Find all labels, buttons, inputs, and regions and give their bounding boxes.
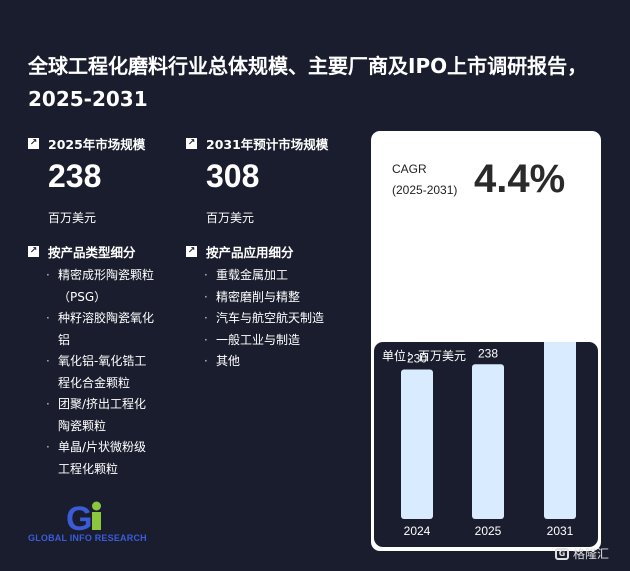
x-tick-label-2031: 2031 — [547, 524, 574, 538]
market-2025-unit: 百万美元 — [48, 211, 97, 225]
arrow-up-right-icon: ↗ — [186, 246, 197, 257]
x-tick-label-2025: 2025 — [475, 524, 502, 538]
logo-mark-g: G — [66, 500, 92, 538]
data-label-2024: 230 — [407, 352, 427, 366]
by-application-list: 重载金属加工 精密磨削与精整 汽车与航空航天制造 一般工业与制造 其他 — [204, 265, 354, 373]
market-2025-label: 2025年市场规模 — [48, 137, 146, 152]
bar-2024 — [401, 369, 433, 519]
by-type-label: 按产品类型细分 — [48, 245, 136, 260]
arrow-up-right-icon: ↗ — [28, 246, 39, 257]
market-2025-header: ↗ 2025年市场规模 — [28, 134, 145, 153]
page-title: 全球工程化磨料行业总体规模、主要厂商及IPO上市调研报告，2025-2031 — [28, 54, 588, 111]
list-item: 一般工业与制造 — [204, 330, 354, 352]
market-2031-unit: 百万美元 — [206, 211, 255, 225]
arrow-up-right-icon: ↗ — [186, 138, 197, 149]
market-2025-value: 238 — [48, 158, 102, 194]
market-2031-label: 2031年预计市场规模 — [206, 137, 329, 152]
list-item: 其他 — [204, 351, 354, 373]
bar-chart: 230202423820253082031 — [401, 342, 576, 538]
gelonghui-badge: G 格隆汇 — [555, 545, 609, 562]
badge-text: 格隆汇 — [573, 547, 610, 561]
x-tick-label-2024: 2024 — [404, 524, 431, 538]
list-item: 汽车与航空航天制造 — [204, 308, 354, 330]
logo-text: GLOBAL INFO RESEARCH — [28, 533, 147, 543]
list-item: 单晶/片状微粉级工程化颗粒 — [46, 437, 158, 480]
global-info-research-logo: G — [66, 500, 101, 538]
bar-2025 — [472, 364, 504, 519]
data-label-2025: 238 — [478, 346, 498, 360]
by-type-header: ↗ 按产品类型细分 — [28, 242, 136, 261]
list-item: 种籽溶胶陶瓷氧化铝 — [46, 308, 158, 351]
cagr-value: 4.4% — [474, 157, 566, 201]
by-application-header: ↗ 按产品应用细分 — [186, 242, 294, 261]
by-type-list: 精密成形陶瓷颗粒（PSG） 种籽溶胶陶瓷氧化铝 氧化铝-氧化锆工程化合金颗粒 团… — [46, 265, 158, 480]
gelonghui-icon: G — [555, 547, 569, 560]
market-2031-header: ↗ 2031年预计市场规模 — [186, 134, 328, 153]
cagr-label: CAGR — [392, 162, 427, 176]
market-2031-value: 308 — [206, 158, 260, 194]
cagr-label-block: CAGR (2025-2031) — [392, 159, 457, 201]
list-item: 精密成形陶瓷颗粒（PSG） — [46, 265, 158, 308]
logo-mark-dot — [92, 501, 101, 511]
list-item: 重载金属加工 — [204, 265, 354, 287]
list-item: 氧化铝-氧化锆工程化合金颗粒 — [46, 351, 158, 394]
by-application-label: 按产品应用细分 — [206, 245, 294, 260]
arrow-up-right-icon: ↗ — [28, 138, 39, 149]
chart-unit-label: 单位：百万美元 — [382, 349, 467, 363]
bar-2031 — [544, 342, 576, 519]
list-item: 团聚/挤出工程化陶瓷颗粒 — [46, 394, 158, 437]
cagr-period: (2025-2031) — [392, 183, 458, 197]
logo-mark-i — [92, 512, 101, 530]
list-item: 精密磨削与精整 — [204, 287, 354, 309]
